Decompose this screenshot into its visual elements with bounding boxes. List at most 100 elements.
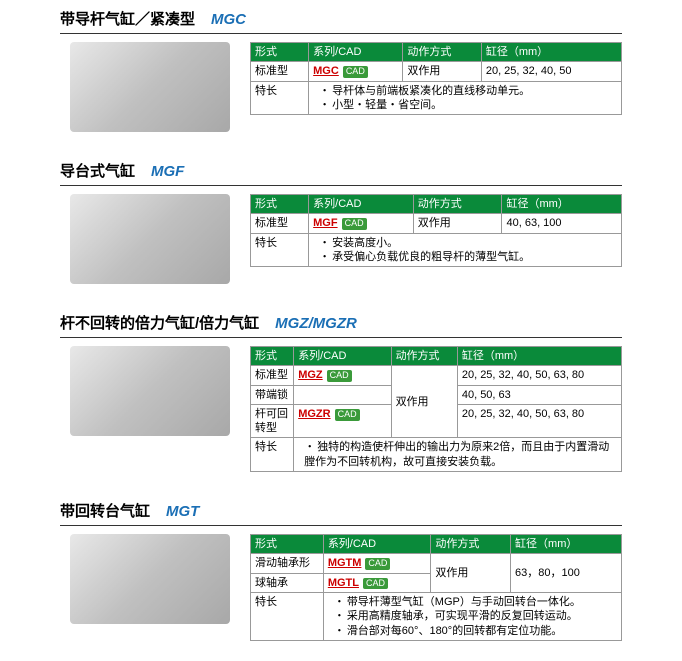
spec-table: 形式系列/CAD动作方式缸径（mm）滑动轴承形MGTMCAD双作用63，80，1… — [250, 534, 622, 641]
cell-feature-content: 安装高度小。承受偏心负载优良的粗导杆的薄型气缸。 — [309, 233, 622, 267]
table-row: 标准型MGZCAD双作用20, 25, 32, 40, 50, 63, 80 — [251, 366, 622, 385]
cad-badge-icon[interactable]: CAD — [343, 66, 368, 78]
cell-bore: 40, 50, 63 — [457, 385, 621, 404]
image-column — [60, 194, 240, 284]
feature-item: 带导杆薄型气缸（MGP）与手动回转台一体化。 — [334, 595, 617, 609]
spec-table: 形式系列/CAD动作方式缸径（mm）标准型MGCCAD双作用20, 25, 32… — [250, 42, 622, 115]
table-row: 滑动轴承形MGTMCAD双作用63，80，100 — [251, 554, 622, 573]
feature-item: 导杆体与前端板紧凑化的直线移动单元。 — [319, 84, 617, 98]
cell-feature-label: 特长 — [251, 592, 324, 640]
cell-feature-content: 带导杆薄型气缸（MGP）与手动回转台一体化。采用高精度轴承，可实现平滑的反复回转… — [323, 592, 621, 640]
feature-list: 导杆体与前端板紧凑化的直线移动单元。小型・轻量・省空间。 — [313, 84, 617, 113]
cell-series: MGZ CAD — [294, 366, 391, 385]
feature-row: 特长导杆体与前端板紧凑化的直线移动单元。小型・轻量・省空间。 — [251, 81, 622, 115]
feature-row: 特长带导杆薄型气缸（MGP）与手动回转台一体化。采用高精度轴承，可实现平滑的反复… — [251, 592, 622, 640]
series-link[interactable]: MGZ — [298, 369, 322, 381]
series-link[interactable]: MGZR — [298, 408, 330, 420]
table-header-action: 动作方式 — [413, 195, 502, 214]
series-link[interactable]: MGTL — [328, 577, 359, 589]
cell-form: 杆可回转型 — [251, 404, 294, 438]
cell-series: MGF CAD — [309, 214, 414, 233]
table-row: 标准型 MGF CAD 双作用40, 63, 100 — [251, 214, 622, 233]
series-link[interactable]: MGTM — [328, 557, 362, 569]
table-header-series: 系列/CAD — [323, 535, 431, 554]
cell-feature-content: 导杆体与前端板紧凑化的直线移动单元。小型・轻量・省空间。 — [309, 81, 622, 115]
cell-form: 标准型 — [251, 62, 309, 81]
title-model: MGF — [151, 163, 184, 180]
title-model: MGT — [166, 503, 199, 520]
cell-bore: 40, 63, 100 — [502, 214, 622, 233]
table-header-bore: 缸径（mm） — [481, 43, 621, 62]
cad-badge-icon[interactable]: CAD — [335, 409, 360, 421]
table-header-action: 动作方式 — [391, 347, 457, 366]
cell-feature-content: 独特的构造使杆伸出的输出力为原来2倍，而且由于内置滑动膛作为不回转机构，故可直接… — [294, 438, 622, 472]
cad-badge-icon[interactable]: CAD — [365, 558, 390, 570]
table-header-bore: 缸径（mm） — [457, 347, 621, 366]
cell-bore: 20, 25, 32, 40, 50, 63, 80 — [457, 404, 621, 438]
table-column: 形式系列/CAD动作方式缸径（mm） 标准型 MGZ CAD 双作用20, 25, 32… — [250, 346, 622, 472]
table-header-form: 形式 — [251, 347, 294, 366]
series-link[interactable]: MGF — [313, 217, 337, 229]
cell-series: MGC CAD — [309, 62, 403, 81]
cad-badge-icon[interactable]: CAD — [363, 578, 388, 590]
table-header-form: 形式 — [251, 535, 324, 554]
cell-bore: 20, 25, 32, 40, 50, 63, 80 — [457, 366, 621, 385]
cell-series: MGTL CAD — [323, 573, 431, 592]
title-model: MGZ/MGZR — [275, 315, 357, 332]
feature-item: 安装高度小。 — [319, 236, 617, 250]
table-column: 形式系列/CAD动作方式缸径（mm）滑动轴承形MGTMCAD双作用63，80，1… — [250, 534, 622, 641]
title-cn: 带导杆气缸／紧凑型 — [60, 11, 195, 28]
feature-list: 安装高度小。承受偏心负载优良的粗导杆的薄型气缸。 — [313, 236, 617, 265]
feature-item: 采用高精度轴承，可实现平滑的反复回转运动。 — [334, 609, 617, 623]
cell-action: 双作用 — [431, 554, 511, 593]
cell-bore: 20, 25, 32, 40, 50 — [481, 62, 621, 81]
spec-table: 形式系列/CAD动作方式缸径（mm）标准型MGFCAD双作用40, 63, 10… — [250, 194, 622, 267]
product-image — [70, 346, 230, 436]
product-section: 导台式气缸MGF形式系列/CAD动作方式缸径（mm）标准型MGFCAD双作用40… — [0, 152, 682, 304]
cell-form: 标准型 — [251, 214, 309, 233]
product-section: 带导杆气缸／紧凑型MGC形式系列/CAD动作方式缸径（mm）标准型MGCCAD双… — [0, 0, 682, 152]
product-section: 带回转台气缸 MGT 形式系列/CAD动作方式缸径（mm） 滑动轴承形 MGTMCAD 双… — [0, 492, 682, 661]
table-header-series: 系列/CAD — [309, 195, 414, 214]
content-row: 形式系列/CAD动作方式缸径（mm）滑动轴承形MGTMCAD双作用63，80，1… — [60, 534, 622, 641]
cell-feature-label: 特长 — [251, 233, 309, 267]
table-header-action: 动作方式 — [431, 535, 511, 554]
cad-badge-icon[interactable]: CAD — [327, 370, 352, 382]
table-header-form: 形式 — [251, 43, 309, 62]
table-column: 形式系列/CAD动作方式缸径（mm）标准型MGFCAD双作用40, 63, 10… — [250, 194, 622, 284]
table-header-series: 系列/CAD — [294, 347, 391, 366]
cell-form: 滑动轴承形 — [251, 554, 324, 573]
feature-list: 独特的构造使杆伸出的输出力为原来2倍，而且由于内置滑动膛作为不回转机构，故可直接… — [298, 440, 617, 469]
image-column — [60, 346, 240, 472]
cell-series — [294, 385, 391, 404]
table-header-action: 动作方式 — [403, 43, 481, 62]
cell-action: 双作用 — [403, 62, 481, 81]
product-image — [70, 194, 230, 284]
feature-row: 特长安装高度小。承受偏心负载优良的粗导杆的薄型气缸。 — [251, 233, 622, 267]
product-section: 杆不回转的倍力气缸/倍力气缸MGZ/MGZR 形式系列/CAD动作方式缸径（mm）… — [0, 304, 682, 492]
section-title: 导台式气缸MGF — [60, 160, 622, 186]
cad-badge-icon[interactable]: CAD — [342, 218, 367, 230]
table-row: 标准型 MGC CAD 双作用20, 25, 32, 40, 50 — [251, 62, 622, 81]
cell-form: 球轴承 — [251, 573, 324, 592]
cell-form: 标准型 — [251, 366, 294, 385]
feature-item: 滑台部对每60°、180°的回转都有定位功能。 — [334, 624, 617, 638]
cell-feature-label: 特长 — [251, 81, 309, 115]
section-title: 杆不回转的倍力气缸/倍力气缸MGZ/MGZR — [60, 312, 622, 338]
section-title: 带导杆气缸／紧凑型 MGC — [60, 8, 622, 34]
feature-item: 独特的构造使杆伸出的输出力为原来2倍，而且由于内置滑动膛作为不回转机构，故可直接… — [304, 440, 617, 469]
title-model: MGC — [211, 11, 246, 28]
cell-action: 双作用 — [413, 214, 502, 233]
feature-item: 承受偏心负载优良的粗导杆的薄型气缸。 — [319, 250, 617, 264]
image-column — [60, 534, 240, 641]
table-header-bore: 缸径（mm） — [511, 535, 622, 554]
content-row: 形式系列/CAD动作方式缸径（mm） 标准型 MGZ CAD 双作用20, 25, 32… — [60, 346, 622, 472]
series-link[interactable]: MGC — [313, 65, 339, 77]
content-row: 形式系列/CAD动作方式缸径（mm）标准型MGCCAD双作用20, 25, 32… — [60, 42, 622, 132]
section-title: 带回转台气缸 MGT — [60, 500, 622, 526]
cell-action: 双作用 — [391, 366, 457, 438]
content-row: 形式系列/CAD动作方式缸径（mm）标准型MGFCAD双作用40, 63, 10… — [60, 194, 622, 284]
product-image — [70, 534, 230, 624]
feature-item: 小型・轻量・省空间。 — [319, 98, 617, 112]
title-cn: 带回转台气缸 — [60, 503, 150, 520]
